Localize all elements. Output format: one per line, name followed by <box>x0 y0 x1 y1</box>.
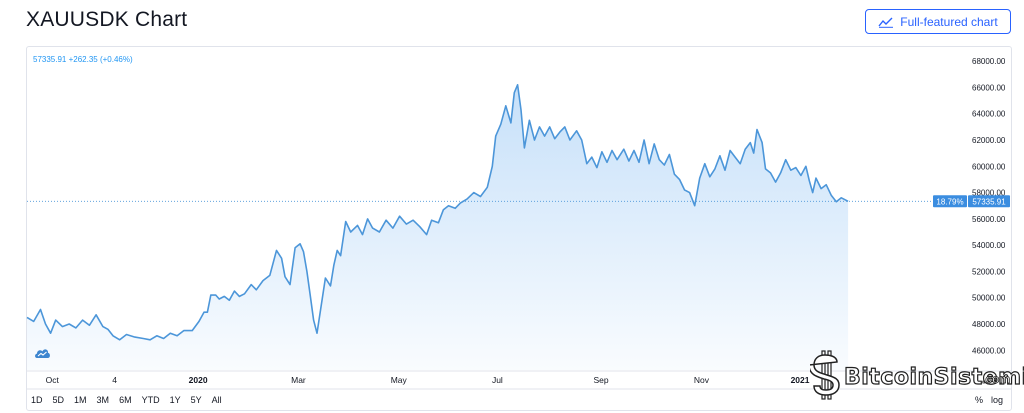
x-tick-label: May <box>391 375 408 385</box>
y-tick-label: 48000.00 <box>972 320 1006 329</box>
y-tick-label: 64000.00 <box>972 110 1006 119</box>
range-1m[interactable]: 1M <box>74 395 87 405</box>
range-5y[interactable]: 5Y <box>190 395 202 405</box>
bitcoin-logo-icon <box>808 350 844 405</box>
x-tick-label: Jul <box>492 375 503 385</box>
percent-change-label: 18.79% <box>936 197 963 206</box>
full-featured-chart-label: Full-featured chart <box>900 14 998 29</box>
y-tick-label: 46000.00 <box>972 346 1006 355</box>
legend-price-change: 57335.91 +262.35 (+0.46%) <box>33 55 133 64</box>
x-tick-label: Mar <box>291 375 306 385</box>
percent-scale-toggle[interactable]: % <box>975 395 984 405</box>
chart-frame <box>26 46 1012 411</box>
range-3m[interactable]: 3M <box>96 395 110 405</box>
x-tick-label: Sep <box>594 375 609 385</box>
y-tick-label: 66000.00 <box>972 83 1006 92</box>
y-tick-label: 60000.00 <box>972 162 1006 171</box>
price-area-fill <box>27 84 849 371</box>
chart-line-icon <box>878 16 894 28</box>
last-price-label-bg <box>968 195 1010 208</box>
y-tick-label: 54000.00 <box>972 241 1006 250</box>
range-6m[interactable]: 6M <box>119 395 132 405</box>
watermark-domain: .com <box>982 372 1011 387</box>
log-scale-toggle[interactable]: log <box>991 395 1004 405</box>
last-price-label: 57335.91 <box>972 197 1006 206</box>
y-tick-label: 68000.00 <box>972 57 1006 66</box>
range-1y[interactable]: 1Y <box>169 395 181 405</box>
price-line <box>26 84 849 341</box>
y-tick-label: 52000.00 <box>972 267 1006 276</box>
range-1d[interactable]: 1D <box>31 395 43 405</box>
range-ytd[interactable]: YTD <box>141 395 160 405</box>
range-selector: 1D 5D 1M 3M 6M YTD 1Y 5Y All <box>26 390 227 410</box>
page-title: XAUUSDK Chart <box>26 8 188 31</box>
full-featured-chart-button[interactable]: Full-featured chart <box>865 9 1011 34</box>
x-tick-label: 2021 <box>791 375 810 385</box>
y-tick-label: 56000.00 <box>972 215 1006 224</box>
y-tick-label: 58000.00 <box>972 189 1006 198</box>
bitcoinsistemi-watermark: BitcoinSistemi .com <box>808 350 1024 405</box>
range-5d[interactable]: 5D <box>52 395 65 405</box>
tradingview-cloud-icon[interactable] <box>34 346 51 364</box>
range-all[interactable]: All <box>211 395 222 405</box>
x-tick-label: 2020 <box>189 375 208 385</box>
y-tick-label: 50000.00 <box>972 294 1006 303</box>
x-tick-label: Nov <box>694 375 710 385</box>
y-tick-label: 62000.00 <box>972 136 1006 145</box>
x-tick-label: 4 <box>112 375 117 385</box>
watermark-brand: BitcoinSistemi <box>843 364 1024 390</box>
percent-label-bg <box>933 195 967 208</box>
x-tick-label: Oct <box>46 375 60 385</box>
